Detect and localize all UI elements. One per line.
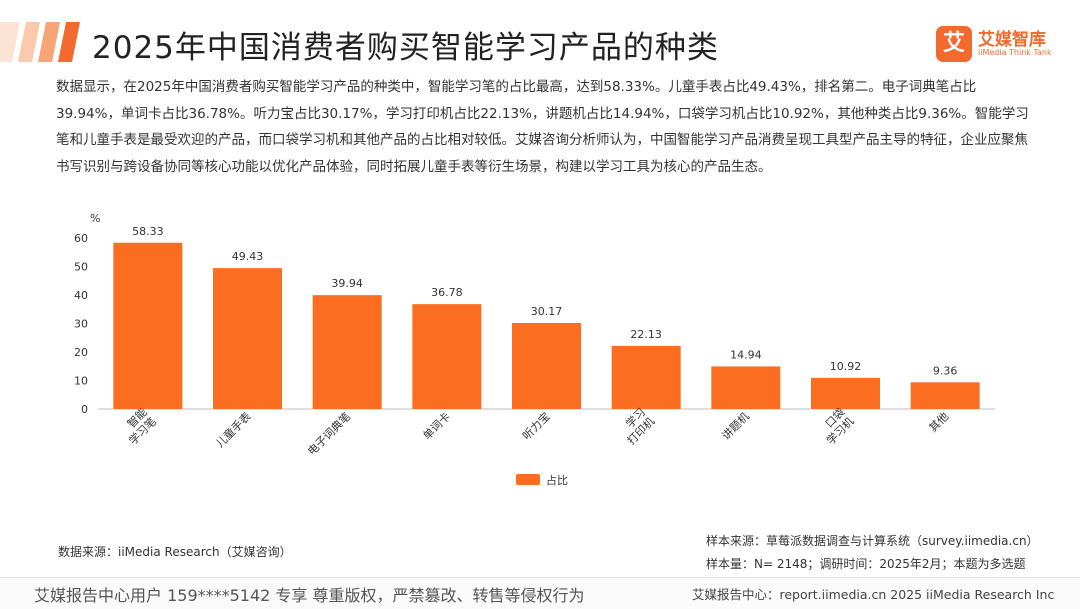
data-label: 58.33 [132, 225, 164, 238]
data-label: 49.43 [232, 250, 264, 263]
x-tick-label: 听力宝 [519, 409, 552, 442]
data-label: 39.94 [331, 277, 363, 290]
data-label: 10.92 [830, 360, 862, 373]
y-tick-label: 40 [74, 289, 88, 302]
x-tick-label: 儿童手表 [213, 409, 254, 450]
logo-english: iiMedia Think Tank [978, 48, 1052, 57]
data-label: 14.94 [730, 348, 762, 361]
data-label: 22.13 [630, 328, 662, 341]
bar-chart: % 0 10 20 30 40 50 60 58.33 智能学习笔 49.43 儿童手表 39.94 电子… [74, 212, 995, 487]
x-tick-label: 智能学习笔 [116, 405, 158, 447]
page-title: 2025年中国消费者购买智能学习产品的种类 [92, 30, 719, 66]
x-tick-label: 单词卡 [420, 410, 453, 443]
bar [611, 345, 681, 409]
footer-site: 艾媒报告中心：report.iimedia.cn 2025 iiMedia Re… [692, 587, 1055, 602]
bar [811, 377, 880, 409]
footer-copyright: 艾媒报告中心用户 159****5142 专享 尊重版权，严禁篡改、转售等侵权行… [34, 586, 585, 605]
brand-logo: 艾 艾媒智库 iiMedia Think Tank [936, 24, 1066, 64]
legend-swatch [516, 474, 540, 485]
sample-source: 样本来源：草莓派数据调查与计算系统（survey.iimedia.cn） [706, 534, 1039, 548]
header-stripes-decoration [0, 22, 80, 62]
bar [711, 366, 781, 409]
bar [213, 268, 282, 409]
bar [910, 382, 980, 409]
y-tick-label: 0 [81, 403, 88, 416]
y-tick-label: 10 [74, 375, 88, 388]
bar [512, 323, 581, 409]
x-tick-label: 讲题机 [719, 409, 752, 442]
legend-label: 占比 [546, 473, 568, 487]
bar [412, 304, 482, 409]
bar [312, 295, 382, 409]
bar [113, 242, 183, 409]
data-label: 30.17 [531, 305, 563, 318]
logo-name: 艾媒智库 [978, 30, 1046, 50]
x-tick-label: 其他 [927, 410, 952, 435]
data-label: 36.78 [431, 286, 463, 299]
data-label: 9.36 [933, 364, 958, 377]
y-tick-label: 50 [74, 261, 88, 274]
data-source: 数据来源：iiMedia Research（艾媒咨询） [58, 545, 292, 559]
x-tick-label: 学习打印机 [615, 405, 657, 447]
sample-size: 样本量：N= 2148；调研时间：2025年2月；本题为多选题 [706, 557, 1026, 571]
y-tick-label: 20 [74, 346, 88, 359]
y-tick-label: 30 [74, 318, 88, 331]
logo-mark-icon: 艾 [936, 26, 972, 62]
x-tick-label: 电子词典笔 [304, 409, 353, 458]
y-unit-label: % [90, 212, 100, 225]
footer-bar: 艾媒报告中心用户 159****5142 专享 尊重版权，严禁篡改、转售等侵权行… [0, 577, 1080, 609]
x-tick-label: 口袋学习机 [814, 405, 856, 447]
y-tick-label: 60 [74, 232, 88, 245]
description-text: 数据显示，在2025年中国消费者购买智能学习产品的种类中，智能学习笔的占比最高，… [56, 79, 1029, 175]
